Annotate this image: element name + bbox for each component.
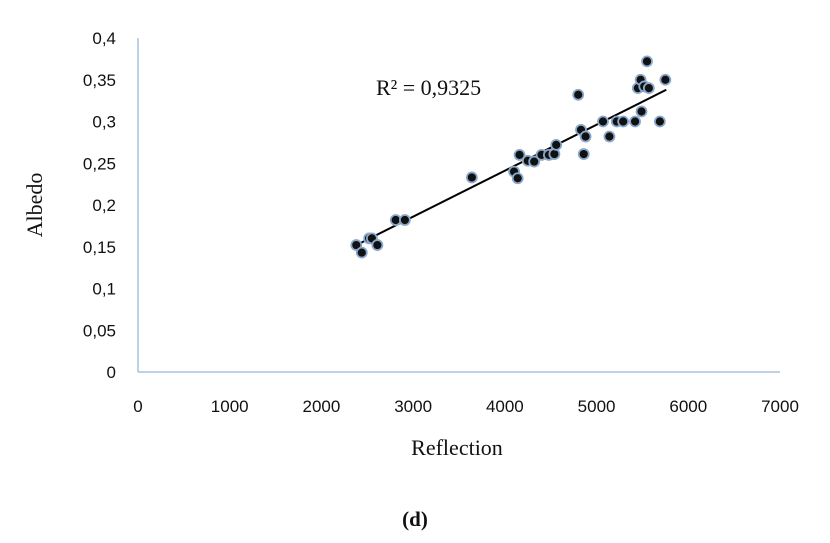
data-point (579, 130, 592, 143)
data-point (513, 148, 526, 161)
data-point (653, 115, 666, 128)
y-tick-label: 0 (107, 363, 116, 382)
data-point (629, 115, 641, 128)
y-tick-label: 0,1 (92, 280, 116, 299)
data-point (642, 82, 655, 94)
data-point (398, 214, 411, 226)
x-tick-label: 6000 (669, 397, 707, 416)
y-tick-label: 0,2 (92, 196, 116, 215)
data-point (603, 130, 616, 143)
data-point (641, 55, 653, 68)
y-axis-title: Albedo (22, 173, 47, 238)
x-axis-title: Reflection (411, 435, 503, 460)
y-tick-label: 0,3 (92, 113, 116, 132)
x-tick-label: 1000 (211, 397, 249, 416)
data-point (572, 88, 585, 101)
data-point (550, 138, 563, 151)
x-tick-labels: 0 1000 2000 3000 4000 5000 6000 7000 (133, 397, 799, 416)
y-tick-label: 0,05 (83, 321, 116, 340)
data-point (548, 148, 561, 160)
data-point (617, 115, 630, 128)
data-point (511, 172, 524, 185)
y-tick-labels: 0 0,05 0,1 0,15 0,2 0,25 0,3 0,35 0,4 (83, 29, 116, 382)
y-tick-label: 0,25 (83, 154, 116, 173)
y-tick-label: 0,15 (83, 238, 116, 257)
y-tick-label: 0,35 (83, 71, 116, 90)
data-point (659, 73, 672, 86)
x-tick-label: 7000 (761, 397, 799, 416)
data-point (465, 171, 478, 184)
axes (137, 38, 780, 373)
x-tick-label: 5000 (578, 397, 616, 416)
data-point (355, 246, 368, 259)
x-tick-label: 3000 (394, 397, 432, 416)
data-point (371, 239, 384, 251)
figure-caption: (d) (402, 507, 428, 531)
data-points (350, 55, 672, 259)
data-point (577, 148, 590, 160)
x-tick-label: 0 (133, 397, 142, 416)
data-point (528, 155, 541, 168)
y-tick-label: 0,4 (92, 29, 116, 48)
x-tick-label: 4000 (486, 397, 524, 416)
data-point (635, 105, 648, 118)
data-point (597, 115, 609, 128)
x-tick-label: 2000 (303, 397, 341, 416)
r-squared-annotation: R² = 0,9325 (376, 75, 481, 100)
